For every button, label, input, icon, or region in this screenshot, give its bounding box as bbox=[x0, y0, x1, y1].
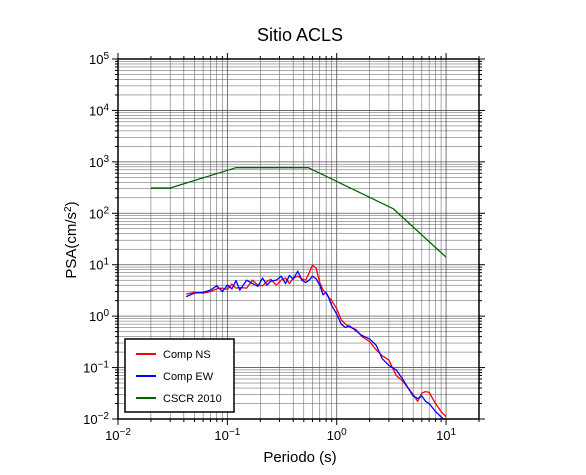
plot-frame bbox=[117, 58, 480, 420]
y-tick-label: 103 bbox=[89, 153, 109, 170]
legend-label-ns: Comp NS bbox=[163, 349, 211, 361]
y-tick-label: 102 bbox=[89, 205, 109, 222]
series-line-comp-ew bbox=[185, 270, 445, 419]
y-tick-label: 10−1 bbox=[83, 359, 109, 376]
y-tick-label: 100 bbox=[89, 308, 109, 325]
tick-marks bbox=[112, 53, 485, 425]
chart-title: Sitio ACLS bbox=[257, 25, 343, 45]
y-axis-label-close: ) bbox=[63, 201, 80, 206]
grid bbox=[117, 58, 480, 420]
series-line-cscr-2010 bbox=[150, 167, 447, 258]
y-axis-label: PSA(cm/s2) bbox=[63, 201, 81, 278]
y-tick-label: 10−2 bbox=[83, 411, 109, 428]
y-axis-label-superscript: 2 bbox=[63, 206, 74, 212]
x-tick-label: 10−1 bbox=[214, 427, 240, 444]
x-tick-label: 100 bbox=[327, 427, 347, 444]
x-axis-label: Periodo (s) bbox=[263, 449, 336, 466]
y-tick-label: 101 bbox=[89, 256, 109, 273]
legend-label-cscr: CSCR 2010 bbox=[163, 393, 222, 405]
y-tick-label: 104 bbox=[89, 102, 109, 119]
tick-labels: 10−2 10−1 100 101 10−2 10−1 100 101 102 103 104 105 bbox=[83, 51, 456, 444]
legend: Comp NS Comp EW CSCR 2010 bbox=[124, 338, 235, 413]
y-axis-label-base: PSA(cm/s bbox=[63, 212, 80, 279]
y-tick-label: 105 bbox=[89, 51, 109, 68]
x-tick-label: 101 bbox=[436, 427, 456, 444]
series-group bbox=[150, 167, 447, 419]
legend-label-ew: Comp EW bbox=[163, 371, 214, 383]
x-tick-label: 10−2 bbox=[105, 427, 131, 444]
